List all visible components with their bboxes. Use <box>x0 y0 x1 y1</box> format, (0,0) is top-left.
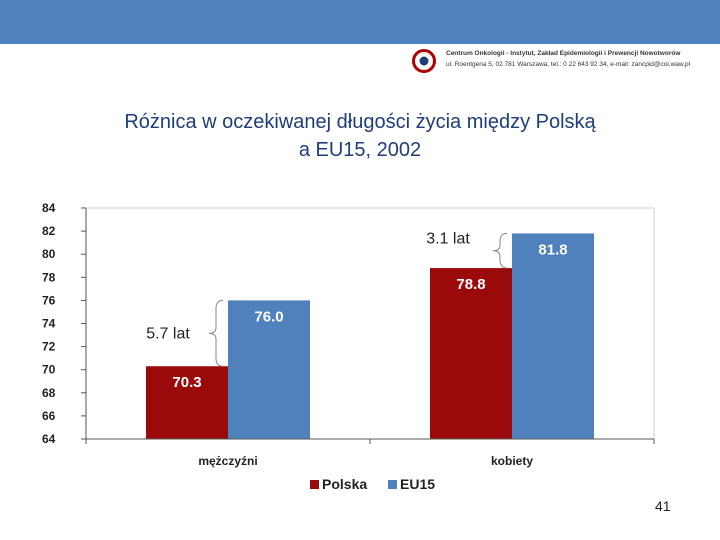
legend-label-polska: Polska <box>322 476 367 492</box>
y-tick-label: 80 <box>42 247 56 261</box>
legend-swatch-eu15 <box>388 480 397 489</box>
legend: Polska EU15 <box>310 476 435 492</box>
bar-labels: 70.3 78.8 76.0 81.8 <box>172 241 567 391</box>
bar-value-label: 76.0 <box>254 308 283 325</box>
bar-value-label: 70.3 <box>172 374 201 391</box>
institution-logo: Centrum Onkologii - Instytut, Zakład Epi… <box>408 46 720 76</box>
legend-label-eu15: EU15 <box>400 476 435 492</box>
difference-annotation: 5.7 lat <box>146 325 190 342</box>
page-number: 41 <box>655 498 671 514</box>
bar-polska <box>430 268 512 439</box>
plot-frame <box>86 207 655 439</box>
y-tick-label: 66 <box>42 409 56 423</box>
y-tick-label: 78 <box>42 270 56 284</box>
bar-value-label: 78.8 <box>456 276 485 293</box>
logo-icon <box>412 49 436 73</box>
top-band <box>0 0 720 44</box>
bar-value-label: 81.8 <box>538 241 567 258</box>
slide-title: Różnica w oczekiwanej długości życia mię… <box>40 108 680 164</box>
bar-eu15 <box>228 300 310 439</box>
logo-institution-name: Centrum Onkologii - Instytut, Zakład Epi… <box>446 50 681 57</box>
y-tick-label: 64 <box>42 432 56 446</box>
y-tick-label: 82 <box>42 224 56 238</box>
y-tick-label: 72 <box>42 340 56 354</box>
logo-address: ul. Roentgena 5, 02 781 Warszawa, tel.: … <box>446 61 691 68</box>
y-axis: 64 66 68 70 72 74 76 78 80 82 84 <box>42 201 87 446</box>
annotations: 5.7 lat 3.1 lat <box>146 230 508 367</box>
difference-brace <box>492 232 508 269</box>
bar-polska <box>146 366 228 439</box>
title-line-2: a EU15, 2002 <box>298 139 422 161</box>
y-tick-label: 74 <box>42 317 56 331</box>
x-category-label: mężczyźni <box>198 454 257 468</box>
y-tick-label: 68 <box>42 386 56 400</box>
difference-brace <box>208 299 224 367</box>
bar-eu15 <box>512 233 594 439</box>
difference-annotation: 3.1 lat <box>426 230 470 247</box>
y-tick-label: 76 <box>42 293 56 307</box>
legend-swatch-polska <box>310 480 319 489</box>
x-axis: mężczyźni kobiety <box>85 438 655 468</box>
x-category-label: kobiety <box>491 454 533 468</box>
y-tick-label: 70 <box>42 363 56 377</box>
title-line-1: Różnica w oczekiwanej długości życia mię… <box>124 111 596 133</box>
bars <box>146 233 594 439</box>
y-tick-label: 84 <box>42 201 56 215</box>
